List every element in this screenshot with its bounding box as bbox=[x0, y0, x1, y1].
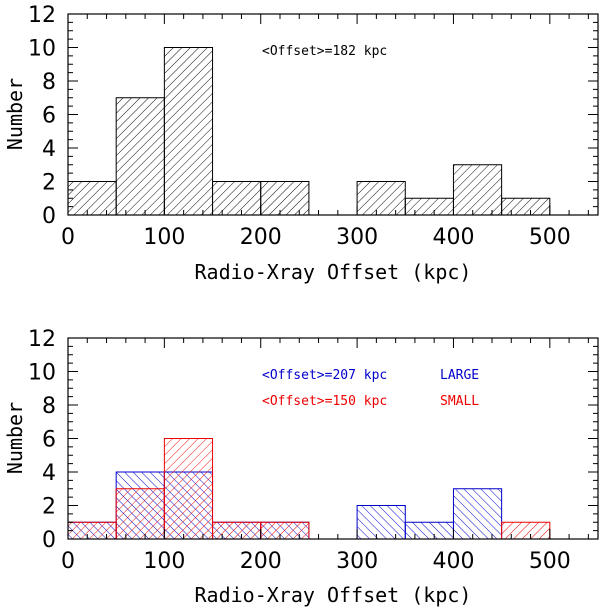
bottom-xtick-label-0: 0 bbox=[61, 549, 75, 574]
top-bar-all-7 bbox=[404, 197, 454, 216]
bottom-xtick-label-400: 400 bbox=[432, 549, 474, 574]
bottom-bar-small-0 bbox=[67, 521, 117, 540]
top-xlabel: Radio-Xray Offset (kpc) bbox=[195, 260, 472, 284]
top-ytick-label-4: 4 bbox=[42, 137, 56, 162]
top-ytick-label-8: 8 bbox=[42, 70, 56, 95]
top-bar-all-1 bbox=[115, 97, 165, 216]
top-axes: 0 100 200 300 400 500 0 2 4 6 8 10 12 bbox=[28, 3, 599, 250]
top-ylabel: Number bbox=[3, 78, 27, 150]
bottom-ylabel: Number bbox=[3, 402, 27, 474]
top-bar-all-0 bbox=[67, 181, 117, 216]
large-mean-offset-annotation: <Offset>=207 kpc bbox=[262, 368, 387, 383]
bottom-xtick-label-500: 500 bbox=[529, 549, 571, 574]
bottom-xtick-label-300: 300 bbox=[336, 549, 378, 574]
bottom-xlabel: Radio-Xray Offset (kpc) bbox=[195, 583, 472, 607]
bottom-bars bbox=[67, 438, 551, 540]
top-xtick-label-300: 300 bbox=[336, 225, 378, 250]
bottom-ytick-label-12: 12 bbox=[28, 327, 56, 352]
top-bars bbox=[67, 47, 551, 216]
bottom-axes: 0 100 200 300 400 500 0 2 4 6 8 10 12 bbox=[28, 327, 599, 574]
bottom-bar-large-6 bbox=[356, 505, 406, 540]
bottom-bar-small-1 bbox=[115, 488, 165, 540]
bottom-ytick-label-2: 2 bbox=[42, 495, 56, 520]
large-sample-label: LARGE bbox=[440, 368, 479, 383]
bottom-bar-large-8 bbox=[452, 488, 503, 540]
bottom-histogram-panel: 0 100 200 300 400 500 0 2 4 6 8 10 12 Radio-Xray Off… bbox=[3, 327, 599, 607]
top-xtick-label-500: 500 bbox=[529, 225, 571, 250]
bottom-bar-small-4 bbox=[260, 521, 310, 540]
top-xtick-label-100: 100 bbox=[143, 225, 185, 250]
bottom-ytick-label-8: 8 bbox=[42, 394, 56, 419]
bottom-ytick-label-6: 6 bbox=[42, 428, 56, 453]
top-bar-all-9 bbox=[501, 197, 551, 216]
bottom-bar-small-2 bbox=[163, 438, 214, 540]
bottom-xtick-label-200: 200 bbox=[240, 549, 282, 574]
top-histogram-panel: 0 100 200 300 400 500 0 2 4 6 8 10 12 Radio-Xray Off… bbox=[3, 3, 599, 284]
top-bar-all-3 bbox=[212, 181, 262, 216]
top-bar-all-4 bbox=[260, 181, 310, 216]
top-ytick-label-2: 2 bbox=[42, 171, 56, 196]
top-bar-all-2 bbox=[163, 47, 214, 216]
top-xtick-label-0: 0 bbox=[61, 225, 75, 250]
bottom-ytick-label-10: 10 bbox=[28, 361, 56, 386]
top-ytick-label-10: 10 bbox=[28, 37, 56, 62]
bottom-ytick-label-4: 4 bbox=[42, 461, 56, 486]
bottom-xtick-label-100: 100 bbox=[143, 549, 185, 574]
top-ytick-label-0: 0 bbox=[42, 204, 56, 229]
top-ytick-label-6: 6 bbox=[42, 104, 56, 129]
small-mean-offset-annotation: <Offset>=150 kpc bbox=[262, 394, 387, 409]
bottom-ytick-label-0: 0 bbox=[42, 528, 56, 553]
top-xtick-label-400: 400 bbox=[432, 225, 474, 250]
top-mean-offset-annotation: <Offset>=182 kpc bbox=[262, 44, 387, 59]
top-ytick-label-12: 12 bbox=[28, 3, 56, 28]
bottom-bar-small-3 bbox=[212, 521, 262, 540]
bottom-bar-small-9 bbox=[501, 521, 551, 540]
small-sample-label: SMALL bbox=[440, 394, 479, 409]
bottom-bar-large-7 bbox=[404, 521, 454, 540]
top-bar-all-8 bbox=[452, 164, 503, 216]
top-xtick-label-200: 200 bbox=[240, 225, 282, 250]
top-bar-all-6 bbox=[356, 181, 406, 216]
